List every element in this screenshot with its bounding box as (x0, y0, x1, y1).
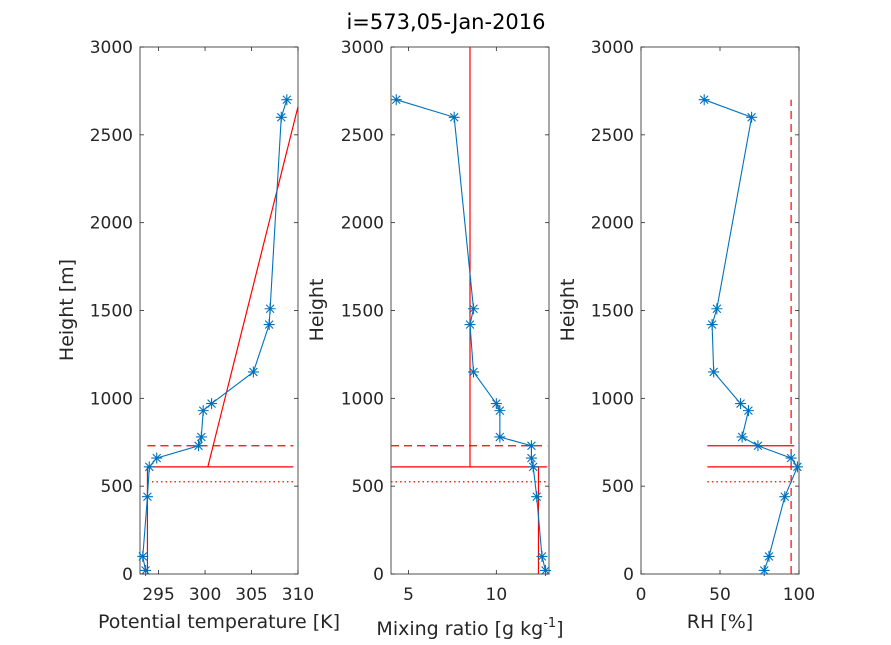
ylabel-rh: Height (557, 279, 579, 342)
axes-box-rh (640, 46, 800, 575)
panel-rh: 0 500 1000 1500 2000 2500 3000 0 50 100 RH [%] He… (557, 38, 815, 633)
data-point-star (494, 405, 506, 417)
data-point-star (536, 550, 548, 562)
data-point-star (140, 564, 152, 576)
data-point-star (197, 405, 209, 417)
profile-line (396, 99, 547, 571)
ytick-label: 2500 (591, 126, 634, 146)
data-point-star (490, 398, 502, 410)
data-point-star (708, 366, 720, 378)
data-point-star (195, 431, 207, 443)
profile-line (704, 99, 799, 571)
data-point-star (711, 303, 723, 315)
xtick-label: 310 (282, 585, 314, 605)
data-point-star (742, 405, 754, 417)
data-point-star (779, 491, 791, 503)
data-point-star (525, 440, 537, 452)
xtick-label: 300 (189, 585, 221, 605)
data-point-star (281, 94, 293, 106)
reference-lines-rh (707, 99, 795, 574)
ticks-rh: 0 500 1000 1500 2000 2500 3000 0 50 100 (591, 38, 815, 605)
ytick-label: 500 (352, 477, 384, 497)
ytick-label: 2000 (341, 214, 384, 234)
data-point-star (736, 431, 748, 443)
data-point-star (494, 431, 506, 443)
xlabel-mixing-end: ] (556, 618, 563, 640)
data-point-star (448, 111, 460, 123)
data-point-star (264, 303, 276, 315)
ytick-label: 3000 (591, 38, 634, 58)
data-point-star (143, 461, 155, 473)
ytick-label: 2000 (90, 214, 133, 234)
ytick-label: 3000 (341, 38, 384, 58)
figure-title: i=573,05-Jan-2016 (346, 10, 545, 34)
xtick-label: 5 (403, 585, 414, 605)
ytick-label: 500 (602, 477, 634, 497)
reference-lines-theta (146, 106, 299, 574)
ylabel-theta: Height [m] (56, 259, 78, 361)
ticks-mixing: 0 500 1000 1500 2000 2500 3000 5 10 (341, 38, 549, 605)
ytick-label: 1000 (591, 389, 634, 409)
data-point-star (698, 94, 710, 106)
data-point-star (390, 94, 402, 106)
ytick-label: 1000 (90, 389, 133, 409)
ytick-label: 2500 (341, 126, 384, 146)
ytick-label: 0 (623, 565, 634, 585)
ytick-label: 1000 (341, 389, 384, 409)
data-point-star (531, 491, 543, 503)
ytick-label: 0 (373, 565, 384, 585)
data-point-star (785, 452, 797, 464)
data-point-star (746, 111, 758, 123)
xtick-label: 305 (235, 585, 267, 605)
ytick-label: 0 (122, 565, 133, 585)
data-point-star (275, 111, 287, 123)
ytick-label: 1500 (90, 302, 133, 322)
data-point-star (137, 550, 149, 562)
xtick-label: 0 (636, 585, 647, 605)
data-point-star (247, 366, 259, 378)
ylabel-mixing: Height (306, 279, 328, 342)
profile-theta (137, 94, 293, 576)
ytick-label: 2000 (591, 214, 634, 234)
xtick-label: 50 (709, 585, 731, 605)
profile-mixing (390, 94, 551, 576)
data-point-star (752, 440, 764, 452)
data-point-star (468, 366, 480, 378)
data-point-star (193, 440, 205, 452)
xlabel-mixing-main: Mixing ratio [g kg (376, 618, 543, 640)
xtick-label: 10 (486, 585, 508, 605)
data-point-star (141, 491, 153, 503)
data-point-star (151, 452, 163, 464)
ytick-label: 2500 (90, 126, 133, 146)
ticks-theta: 0 500 1000 1500 2000 2500 3000 295 300 305 310 (90, 38, 314, 605)
data-point-star (468, 303, 480, 315)
reference-slope-line (207, 106, 299, 467)
data-point-star (539, 564, 551, 576)
axes-box-theta (139, 46, 299, 575)
profile-rh (698, 94, 803, 576)
xlabel-mixing-sup: -1 (543, 616, 556, 631)
data-point-star (735, 398, 747, 410)
data-point-star (263, 319, 275, 331)
data-point-star (706, 319, 718, 331)
panel-mixing-ratio: 0 500 1000 1500 2000 2500 3000 5 10 Mixing ratio… (306, 38, 564, 640)
xtick-label: 100 (783, 585, 815, 605)
data-point-star (791, 461, 803, 473)
data-point-star (763, 550, 775, 562)
xlabel-theta: Potential temperature [K] (98, 611, 340, 633)
ytick-label: 1500 (341, 302, 384, 322)
data-point-star (758, 564, 770, 576)
ytick-label: 1500 (591, 302, 634, 322)
xtick-label: 295 (142, 585, 174, 605)
panel-potential-temperature: 0 500 1000 1500 2000 2500 3000 295 300 305 310 Pot… (56, 38, 340, 633)
data-point-star (464, 319, 476, 331)
xlabel-mixing: Mixing ratio [g kg-1] (376, 616, 563, 640)
data-point-star (525, 452, 537, 464)
data-point-star (206, 398, 218, 410)
data-point-star (527, 461, 539, 473)
ytick-label: 500 (101, 477, 133, 497)
ytick-label: 3000 (90, 38, 133, 58)
xlabel-rh: RH [%] (687, 611, 753, 633)
